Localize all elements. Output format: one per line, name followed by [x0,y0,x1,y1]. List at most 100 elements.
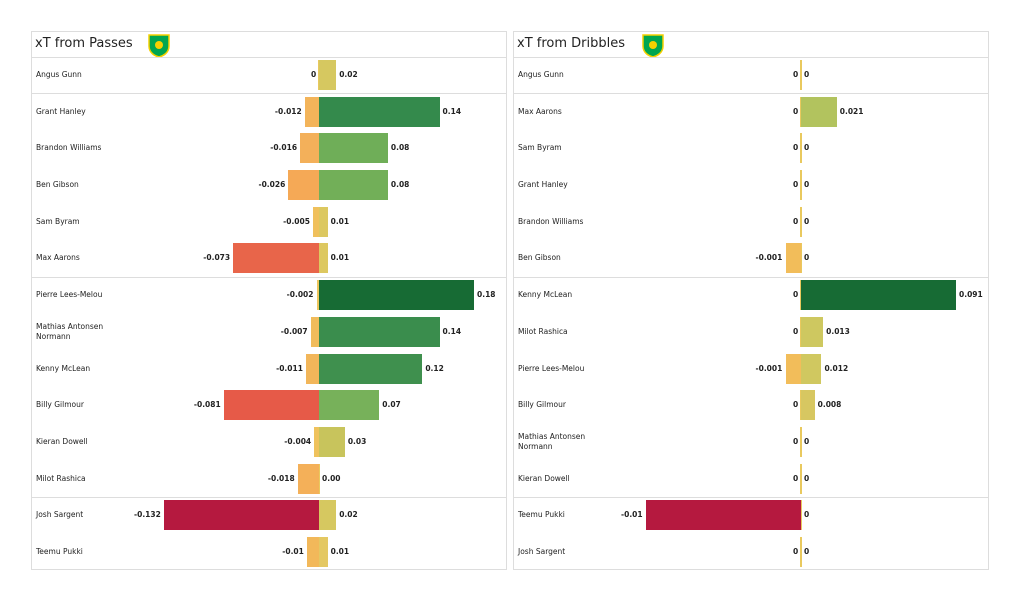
player-name: Angus Gunn [518,69,564,79]
negative-bar [800,133,801,164]
value-label: 0 [793,326,799,336]
value-label: -0.01 [282,547,304,557]
value-label: 0.14 [442,106,462,116]
negative-bar [800,96,801,127]
player-name: Grant Hanley [518,180,568,190]
value-label: -0.002 [286,290,314,300]
player-name: Teemu Pukki [36,547,83,557]
positive-bar [319,170,388,201]
player-name: Brandon Williams [518,216,584,226]
positive-bar [319,463,320,494]
value-label: 0 [804,180,810,190]
negative-bar [307,537,319,568]
player-name: Angus Gunn [36,69,82,79]
value-label: 0 [804,436,810,446]
value-label: 0.00 [322,473,341,483]
value-label: 0.08 [390,180,410,190]
positive-bar [801,280,956,311]
positive-bar [801,170,802,201]
player-name: Josh Sargent [36,510,84,520]
value-label: -0.001 [755,253,783,263]
positive-bar [319,280,474,311]
value-label: 0 [793,180,799,190]
group-rule [32,93,506,95]
player-name: Billy Gilmour [518,400,566,410]
dribbles-panel: xT from Dribbles Angus Gunn 0 0 Max Aarons 0… [513,31,989,570]
negative-bar [800,170,801,201]
value-label: 0.008 [817,400,842,410]
value-label: 0.08 [390,143,410,153]
value-label: 0.012 [824,363,849,373]
negative-bar [785,353,801,384]
negative-bar [785,243,801,274]
value-label: -0.081 [193,400,221,410]
player-name: Kieran Dowell [518,473,570,483]
value-label: -0.007 [280,326,308,336]
club-badge [642,34,664,58]
value-label: -0.016 [270,143,298,153]
player-name: Kieran Dowell [36,436,88,446]
player-name: Sam Byram [518,143,562,153]
positive-bar [319,96,440,127]
value-label: 0 [311,69,317,79]
panel-title: xT from Passes [35,36,133,51]
positive-bar [801,463,802,494]
panel-title: xT from Dribbles [517,36,626,51]
positive-bar [319,500,337,531]
value-label: 0.021 [839,106,864,116]
player-name: Pierre Lees-Melou [518,363,585,373]
negative-bar [310,316,319,347]
value-label: -0.01 [621,510,643,520]
value-label: 0 [804,69,810,79]
value-label: 0 [804,216,810,226]
value-label: 0.02 [339,69,358,79]
positive-bar [801,500,802,531]
positive-bar [319,133,388,164]
group-rule [32,497,506,498]
negative-bar [233,243,319,274]
negative-bar [800,537,801,568]
value-label: -0.011 [276,363,303,373]
value-label: 0.18 [477,290,496,300]
value-label: -0.073 [203,253,231,263]
value-label: 0 [793,290,799,300]
title-rule [514,56,988,58]
value-label: 0.091 [959,290,983,300]
group-rule [32,276,506,278]
negative-bar [800,280,801,311]
negative-bar [300,133,319,164]
negative-bar [646,500,801,531]
value-label: 0.01 [330,253,350,263]
value-label: -0.004 [284,436,312,446]
value-label: 0.013 [826,326,850,336]
positive-bar [319,426,345,457]
value-label: 0 [804,510,810,520]
negative-bar [164,500,319,531]
title-rule [32,56,506,58]
value-label: 0 [804,253,810,263]
player-name: Milot Rashica [518,326,568,336]
player-name: Max Aarons [36,253,80,263]
negative-bar [316,280,319,311]
player-name: Max Aarons [518,106,562,116]
positive-bar [801,390,815,421]
positive-bar [319,59,337,90]
negative-bar [297,463,319,494]
negative-bar [313,206,319,237]
positive-bar [801,59,802,90]
player-name: Sam Byram [36,216,80,226]
negative-bar [800,463,801,494]
value-label: 0 [793,436,799,446]
value-label: 0.07 [382,400,401,410]
positive-bar [801,206,802,237]
value-label: 0 [793,216,799,226]
player-name: Mathias Antonsen Normann [518,431,586,451]
value-label: 0 [793,106,799,116]
value-label: 0.12 [425,363,444,373]
positive-bar [319,390,380,421]
value-label: 0.02 [339,510,358,520]
player-name: Josh Sargent [518,547,566,557]
player-name: Brandon Williams [36,143,102,153]
player-name: Mathias Antonsen Normann [36,321,104,341]
